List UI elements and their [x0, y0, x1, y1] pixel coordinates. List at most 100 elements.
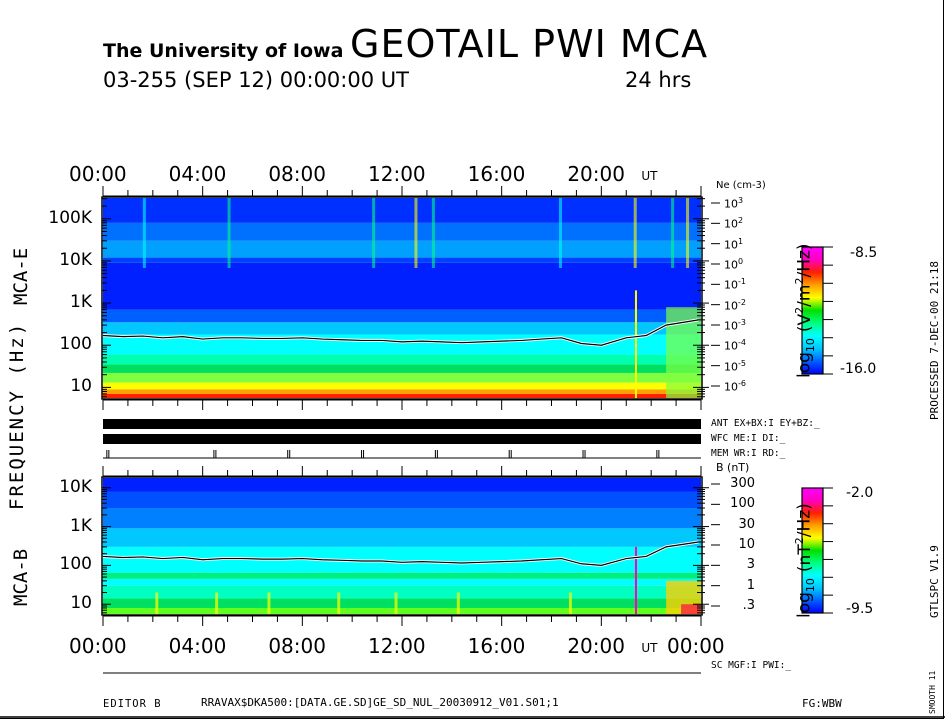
b-tick-label: .3: [742, 598, 755, 613]
ne-tick-base: 10: [724, 319, 738, 333]
bottom-time-label: 00:00: [69, 634, 127, 658]
mca-b-band: [103, 572, 701, 579]
mca-b-band: [103, 508, 701, 529]
ne-tick-label: 10-1: [724, 277, 746, 292]
colorbar-label-part: (V: [794, 313, 815, 333]
mca-b-band: [103, 607, 701, 614]
bottom-time-label: 20:00: [567, 634, 625, 658]
ne-tick-base: 10: [724, 197, 738, 211]
ne-axis-label-text: Ne (cm-3): [716, 180, 766, 191]
top-time-label: 20:00: [567, 162, 625, 186]
status-bars: [0, 419, 945, 718]
ne-tick-exponent: -4: [738, 338, 746, 348]
mca-e-y-tick-label: 1K: [70, 292, 92, 313]
ne-tick-label: 10-3: [724, 318, 746, 333]
ne-tick-base: 10: [724, 238, 738, 252]
bottom-time-label: 04:00: [168, 634, 227, 658]
colorbar-b-min: -9.5: [846, 601, 874, 617]
ant-status: ANT EX+BX:I EY+BZ:_: [711, 418, 820, 429]
mca-e-streak: [633, 198, 637, 268]
ne-tick-label: 10-6: [724, 379, 746, 394]
ne-tick-base: 10: [724, 380, 738, 394]
mca-e-band: [103, 309, 701, 323]
mca-b-streak: [215, 592, 219, 614]
mca-e-band: [103, 262, 701, 310]
ne-tick-label: 10-2: [724, 298, 746, 313]
top-time-label: 08:00: [268, 162, 326, 186]
colorbar-label-subscript: 10: [804, 578, 818, 593]
mca-e-spectrogram: [103, 198, 701, 398]
mca-b-burst: [634, 546, 637, 614]
colorbars: [801, 246, 833, 614]
mca-e-streak: [671, 198, 675, 268]
ne-tick-base: 10: [724, 217, 738, 231]
bottom-ut-label: UT: [641, 641, 658, 655]
date-line: 03-255 (SEP 12) 00:00:00 UT: [103, 68, 409, 92]
mca-e-streak: [686, 198, 690, 268]
bottom-time-label: 08:00: [268, 634, 326, 658]
mca-b-streak: [155, 592, 159, 614]
mca-b-band: [103, 528, 701, 547]
wfc-status-bar: [103, 434, 701, 444]
mca-b-band: [103, 598, 701, 608]
ne-tick-label: 102: [724, 216, 743, 231]
mca-b-band: [103, 478, 701, 492]
colorbar-e-label: log10(V2/m2/Hz): [793, 243, 817, 378]
mca-e-band: [103, 389, 701, 394]
mca-e-band: [103, 372, 701, 383]
ne-tick-exponent: -6: [738, 379, 746, 388]
mca-e-band: [103, 222, 701, 241]
mca-e-streak: [431, 198, 435, 268]
ne-tick-label: 10-5: [724, 359, 746, 374]
top-time-label: 16:00: [467, 162, 526, 186]
mca-b-spectrogram: [103, 478, 701, 614]
mca-b-streak: [568, 592, 572, 614]
mca-b-y-tick-label: 10K: [59, 476, 92, 497]
mca-b-streak: [394, 592, 398, 614]
b-axis-label: B (nT): [716, 461, 750, 474]
ne-tick-label: 101: [724, 237, 743, 252]
ne-axis-label: Ne (cm-3): [716, 180, 766, 191]
mca-e-streak: [227, 198, 231, 268]
colorbar-b-max: -2.0: [846, 485, 874, 501]
top-time-label: 00:00: [69, 162, 127, 186]
wfc-status: WFC ME:I DI:_: [711, 433, 786, 444]
colorbar-b-label: log10 (nT2/Hz): [793, 503, 817, 618]
ne-tick-base: 10: [724, 299, 738, 313]
plot-title: GEOTAIL PWI MCA: [350, 22, 709, 66]
ne-tick-base: 10: [724, 360, 738, 374]
mca-b-frame: [101, 476, 703, 616]
mca-e-plasma-line: [103, 319, 699, 346]
top-time-label: 04:00: [168, 162, 227, 186]
mca-e-band: [103, 322, 701, 335]
version-label: GTLSPC V1.9: [928, 545, 941, 618]
bottom-time-label: 16:00: [467, 634, 526, 658]
mca-b-y-tick-label: 1K: [70, 515, 92, 536]
ne-tick-exponent: 3: [738, 196, 744, 205]
mca-b-band: [103, 578, 701, 586]
mca-e-band: [103, 257, 701, 263]
b-tick-label: 3: [746, 557, 755, 573]
mca-e-band: [103, 354, 701, 365]
ne-tick-label: 100: [724, 257, 743, 272]
mca-e-frame: [101, 196, 703, 400]
ant-status-bar: [103, 419, 701, 429]
mca-b-y-tick-label: 10: [70, 593, 92, 614]
b-tick-label: 100: [730, 496, 755, 512]
colorbar-e-max: -8.5: [850, 245, 878, 261]
mca-b-burst: [681, 604, 701, 614]
mem-status: MEM WR:I RD:_: [711, 448, 786, 459]
colorbar-label-part: /m: [794, 284, 815, 307]
colorbar-label-part: log: [794, 352, 815, 378]
smooth-label: SMOOTH 11: [928, 670, 937, 714]
duration-label: 24 hrs: [625, 68, 692, 92]
mca-e-y-tick-label: 10: [70, 376, 92, 397]
mca-e-y-tick-label: 10K: [59, 249, 92, 270]
mca-b-streak: [267, 592, 271, 614]
bottom-time-label: 12:00: [368, 634, 426, 658]
mca-b-plasma-line: [103, 541, 699, 566]
ne-tick-base: 10: [724, 278, 738, 292]
ne-tick-exponent: -5: [738, 358, 746, 368]
top-ut-label: UT: [641, 169, 658, 183]
